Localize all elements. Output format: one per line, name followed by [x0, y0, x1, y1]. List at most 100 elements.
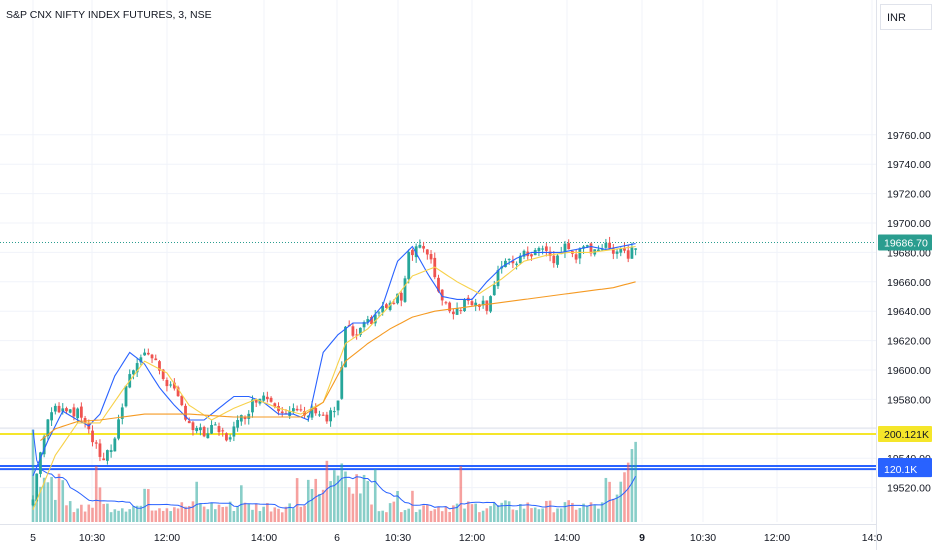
volume-bar — [124, 511, 128, 522]
volume-bar — [288, 503, 291, 522]
price-tick-label: 19720.00 — [887, 189, 931, 201]
price-tick-label: 19640.00 — [887, 306, 931, 318]
price-tick-label: 19580.00 — [887, 394, 931, 406]
candle-body — [314, 408, 318, 414]
candle-body — [332, 411, 336, 413]
candle-body — [139, 357, 143, 363]
candle-body — [448, 302, 452, 312]
candle-body — [169, 384, 173, 386]
last-price-label: 19686.70 — [884, 238, 928, 250]
volume-bar — [113, 509, 117, 522]
volume-bar — [377, 511, 381, 522]
volume-bar — [184, 506, 187, 522]
volume-bar — [318, 493, 321, 522]
candle-body — [221, 430, 225, 432]
volume-bar — [403, 510, 407, 522]
volume-bar — [258, 511, 262, 522]
volume-bar — [582, 503, 585, 522]
candle-body — [150, 354, 154, 359]
candle-body — [362, 322, 366, 328]
candle-body — [254, 399, 258, 403]
candle-body — [158, 361, 161, 371]
candle-body — [623, 248, 626, 251]
candle-body — [459, 310, 463, 312]
candle-body — [35, 473, 39, 502]
candle-body — [567, 243, 571, 250]
candle-body — [399, 292, 403, 301]
currency-label[interactable]: INR — [880, 4, 932, 30]
candle-body — [589, 243, 593, 254]
volume-blue-label-bg — [878, 461, 932, 478]
volume-bar — [530, 508, 533, 522]
volume-bar — [452, 505, 455, 522]
candle-body — [172, 382, 176, 389]
candle-body — [422, 246, 425, 249]
candle-body — [239, 415, 243, 422]
candle-body — [474, 302, 478, 306]
candle-body — [91, 430, 94, 443]
volume-ma-line — [32, 429, 637, 510]
volume-bar — [251, 509, 254, 522]
candle-body — [414, 246, 418, 258]
volume-bar — [150, 510, 154, 522]
candle-body — [161, 369, 165, 379]
candle-body — [236, 420, 239, 428]
volume-bar — [202, 506, 206, 522]
candle-body — [57, 405, 61, 413]
candle-body — [98, 443, 102, 457]
volume-bar — [511, 509, 515, 522]
volume-bar — [176, 508, 180, 522]
candle-body — [373, 314, 377, 324]
candle-body — [206, 433, 210, 439]
volume-bar — [266, 502, 269, 522]
volume-bar — [273, 507, 277, 522]
volume-bar — [608, 481, 611, 522]
candle-body — [325, 414, 329, 422]
candle-body — [79, 406, 83, 418]
volume-bar — [292, 508, 295, 522]
volume-bar — [50, 476, 53, 522]
candle-body — [135, 363, 139, 373]
candle-body — [269, 397, 273, 402]
candle-body — [109, 450, 113, 452]
candle-body — [597, 249, 600, 252]
candle-body — [574, 254, 578, 260]
price-tick-label: 19700.00 — [887, 218, 931, 230]
volume-bar — [247, 503, 251, 522]
volume-bar — [533, 507, 537, 522]
volume-bar — [396, 490, 399, 522]
volume-bar — [39, 486, 42, 522]
candle-body — [358, 327, 362, 336]
candle-body — [124, 385, 128, 407]
volume-bar — [630, 449, 634, 522]
volume-bar — [280, 512, 284, 522]
candle-body — [522, 250, 526, 257]
time-tick-label: 14:0 — [862, 532, 883, 544]
volume-bar — [466, 501, 470, 522]
candle-body — [578, 248, 582, 259]
candle-body — [626, 250, 630, 259]
volume-bar — [135, 505, 139, 522]
volume-bar — [336, 475, 340, 522]
volume-bar — [381, 510, 384, 522]
candle-body — [217, 426, 221, 433]
volume-bar — [213, 509, 217, 522]
candle-body — [407, 252, 411, 280]
candle-body — [202, 426, 206, 437]
candle-body — [403, 278, 407, 302]
volume-bar — [470, 504, 474, 522]
candle-body — [50, 412, 53, 421]
volume-bar — [228, 501, 232, 522]
volume-bar — [593, 505, 597, 522]
fast-ma-line — [32, 243, 636, 477]
candle-body — [262, 395, 266, 401]
time-axis[interactable]: 5 10:30 12:00 14:00 6 10:30 12:00 14:00 9 10:30 12… — [0, 524, 882, 550]
candle-body — [143, 352, 146, 356]
volume-bar — [98, 487, 102, 522]
candle-body — [481, 300, 485, 306]
symbol-title[interactable]: S&P CNX NIFTY INDEX FUTURES, 3, NSE — [6, 9, 212, 21]
candle-body — [518, 255, 522, 264]
candle-body — [392, 302, 396, 304]
volume-bar — [120, 508, 124, 522]
